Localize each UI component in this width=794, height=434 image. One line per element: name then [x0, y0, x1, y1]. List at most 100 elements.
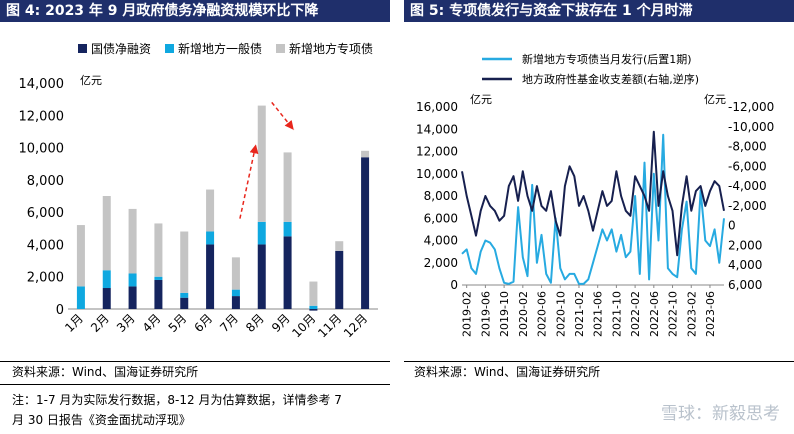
x-tick-label: 2020-02: [517, 291, 530, 337]
rise-arrow: [239, 144, 259, 219]
bar-segment: [361, 157, 370, 309]
x-tick-label: 2022-06: [648, 291, 661, 337]
left-source: 资料来源：Wind、国海证券研究所: [12, 365, 199, 379]
x-tick-label: 5月: [166, 311, 190, 335]
left-tick-label: 14,000: [416, 122, 458, 136]
x-tick-label: 2021-02: [573, 291, 586, 337]
special-bond-issuance-line: [461, 133, 725, 285]
bar-segment: [128, 273, 137, 287]
dual-axis-line-chart: 新增地方专项债当月发行(后置1期) 地方政府性基金收支差额(右轴,逆序) 亿元 亿元 0…: [416, 52, 774, 337]
bar-segment: [102, 288, 111, 309]
bar-segment: [309, 281, 318, 306]
bar-segment: [309, 305, 318, 309]
bar-segment: [180, 297, 189, 309]
bar-segment: [128, 286, 137, 309]
bar-segment: [335, 241, 344, 251]
y-tick-label: 0: [56, 303, 64, 318]
x-tick-label: 12月: [341, 311, 370, 340]
note-divider: [0, 384, 390, 385]
bar-segment: [361, 150, 370, 158]
bar-segment: [335, 250, 344, 309]
right-tick-label: -2,000: [728, 199, 767, 213]
right-tick-label: -8,000: [728, 140, 767, 154]
note-line-2: 月 30 日报告《资金面扰动浮现》: [12, 413, 191, 427]
x-tick-label: 2019-02: [461, 291, 474, 337]
y-tick-label: 14,000: [19, 77, 65, 92]
left-tick-label: 12,000: [416, 145, 458, 159]
bar-segment: [257, 221, 266, 245]
legend-label-2: 地方政府性基金收支差额(右轴,逆序): [522, 72, 699, 86]
bar-segment: [102, 196, 111, 271]
fall-arrow: [271, 101, 295, 131]
bar-segment: [283, 221, 292, 237]
left-axis-unit: 亿元: [470, 93, 492, 106]
x-tick-label: 1月: [62, 311, 86, 335]
bar-segment: [231, 296, 240, 309]
watermark: 雪球：新毅思考: [661, 404, 780, 424]
y-tick-label: 2,000: [27, 271, 64, 286]
bar-segment: [206, 231, 215, 245]
bar-segment: [154, 223, 163, 277]
legend-swatch-2: [165, 44, 174, 53]
x-tick-label: 6月: [191, 311, 215, 335]
legend-swatch-3: [276, 44, 285, 53]
bar-segment: [206, 189, 215, 232]
x-tick-label: 2022-02: [629, 291, 642, 337]
legend-label-1: 国债净融资: [91, 42, 151, 56]
note-text: 注：1-7 月为实际发行数据，8-12 月为估算数据，详情参考 7 月 30 日…: [12, 390, 402, 430]
bar-segment: [257, 244, 266, 309]
right-tick-label: -10,000: [728, 120, 774, 134]
right-divider: [404, 361, 794, 362]
bar-segment: [231, 257, 240, 290]
bar-segment: [180, 292, 189, 298]
right-tick-label: 6,000: [728, 278, 762, 292]
x-tick-label: 2023-06: [704, 291, 717, 337]
bar-segment: [283, 236, 292, 309]
left-tick-label: 0: [450, 278, 458, 292]
bar-segment: [102, 270, 111, 289]
right-chart-title: 图 5: 专项债发行与资金下拔存在 1 个月时滞: [404, 0, 794, 22]
right-tick-label: 4,000: [728, 258, 762, 272]
bar-segment: [257, 105, 266, 222]
right-tick-label: -4,000: [728, 179, 767, 193]
x-tick-label: 11月: [315, 311, 344, 340]
bar-segment: [76, 286, 85, 309]
bar-segment: [231, 289, 240, 297]
x-tick-label: 2020-06: [536, 291, 549, 337]
right-axis-unit: 亿元: [704, 93, 726, 106]
x-tick-label: 2021-10: [610, 291, 623, 337]
left-tick-label: 6,000: [424, 211, 458, 225]
y-tick-label: 6,000: [27, 206, 64, 221]
legend-label-3: 新增地方专项债: [289, 41, 373, 56]
left-tick-label: 2,000: [424, 256, 458, 270]
legend-swatch-1: [78, 44, 87, 53]
left-chart-title: 图 4: 2023 年 9 月政府债务净融资规模环比下降: [0, 0, 390, 22]
x-tick-label: 2019-06: [479, 291, 492, 337]
x-tick-label: 2019-10: [498, 291, 511, 337]
left-tick-label: 8,000: [424, 189, 458, 203]
right-tick-label: 0: [728, 219, 736, 233]
right-tick-label: -6,000: [728, 159, 767, 173]
legend-label-1: 新增地方专项债当月发行(后置1期): [522, 52, 692, 66]
y-tick-label: 4,000: [27, 238, 64, 253]
fund-balance-line: [461, 130, 725, 257]
note-line-1: 注：1-7 月为实际发行数据，8-12 月为估算数据，详情参考 7: [12, 393, 342, 407]
x-tick-label: 3月: [114, 311, 138, 335]
bar-segment: [128, 208, 137, 274]
y-tick-label: 12,000: [19, 109, 65, 124]
bar-segment: [283, 152, 292, 222]
right-tick-label: 2,000: [728, 238, 762, 252]
x-tick-label: 2021-06: [592, 291, 605, 337]
y-tick-label: 8,000: [27, 174, 64, 189]
y-tick-label: 10,000: [19, 142, 65, 157]
y-axis-unit: 亿元: [80, 74, 102, 87]
left-tick-label: 10,000: [416, 167, 458, 181]
left-tick-label: 16,000: [416, 100, 458, 114]
legend-label-2: 新增地方一般债: [178, 41, 262, 56]
bar-segment: [309, 309, 318, 311]
left-divider: [0, 361, 390, 362]
x-tick-label: 2022-10: [667, 291, 680, 337]
bar-segment: [154, 279, 163, 309]
x-tick-label: 4月: [140, 311, 164, 335]
